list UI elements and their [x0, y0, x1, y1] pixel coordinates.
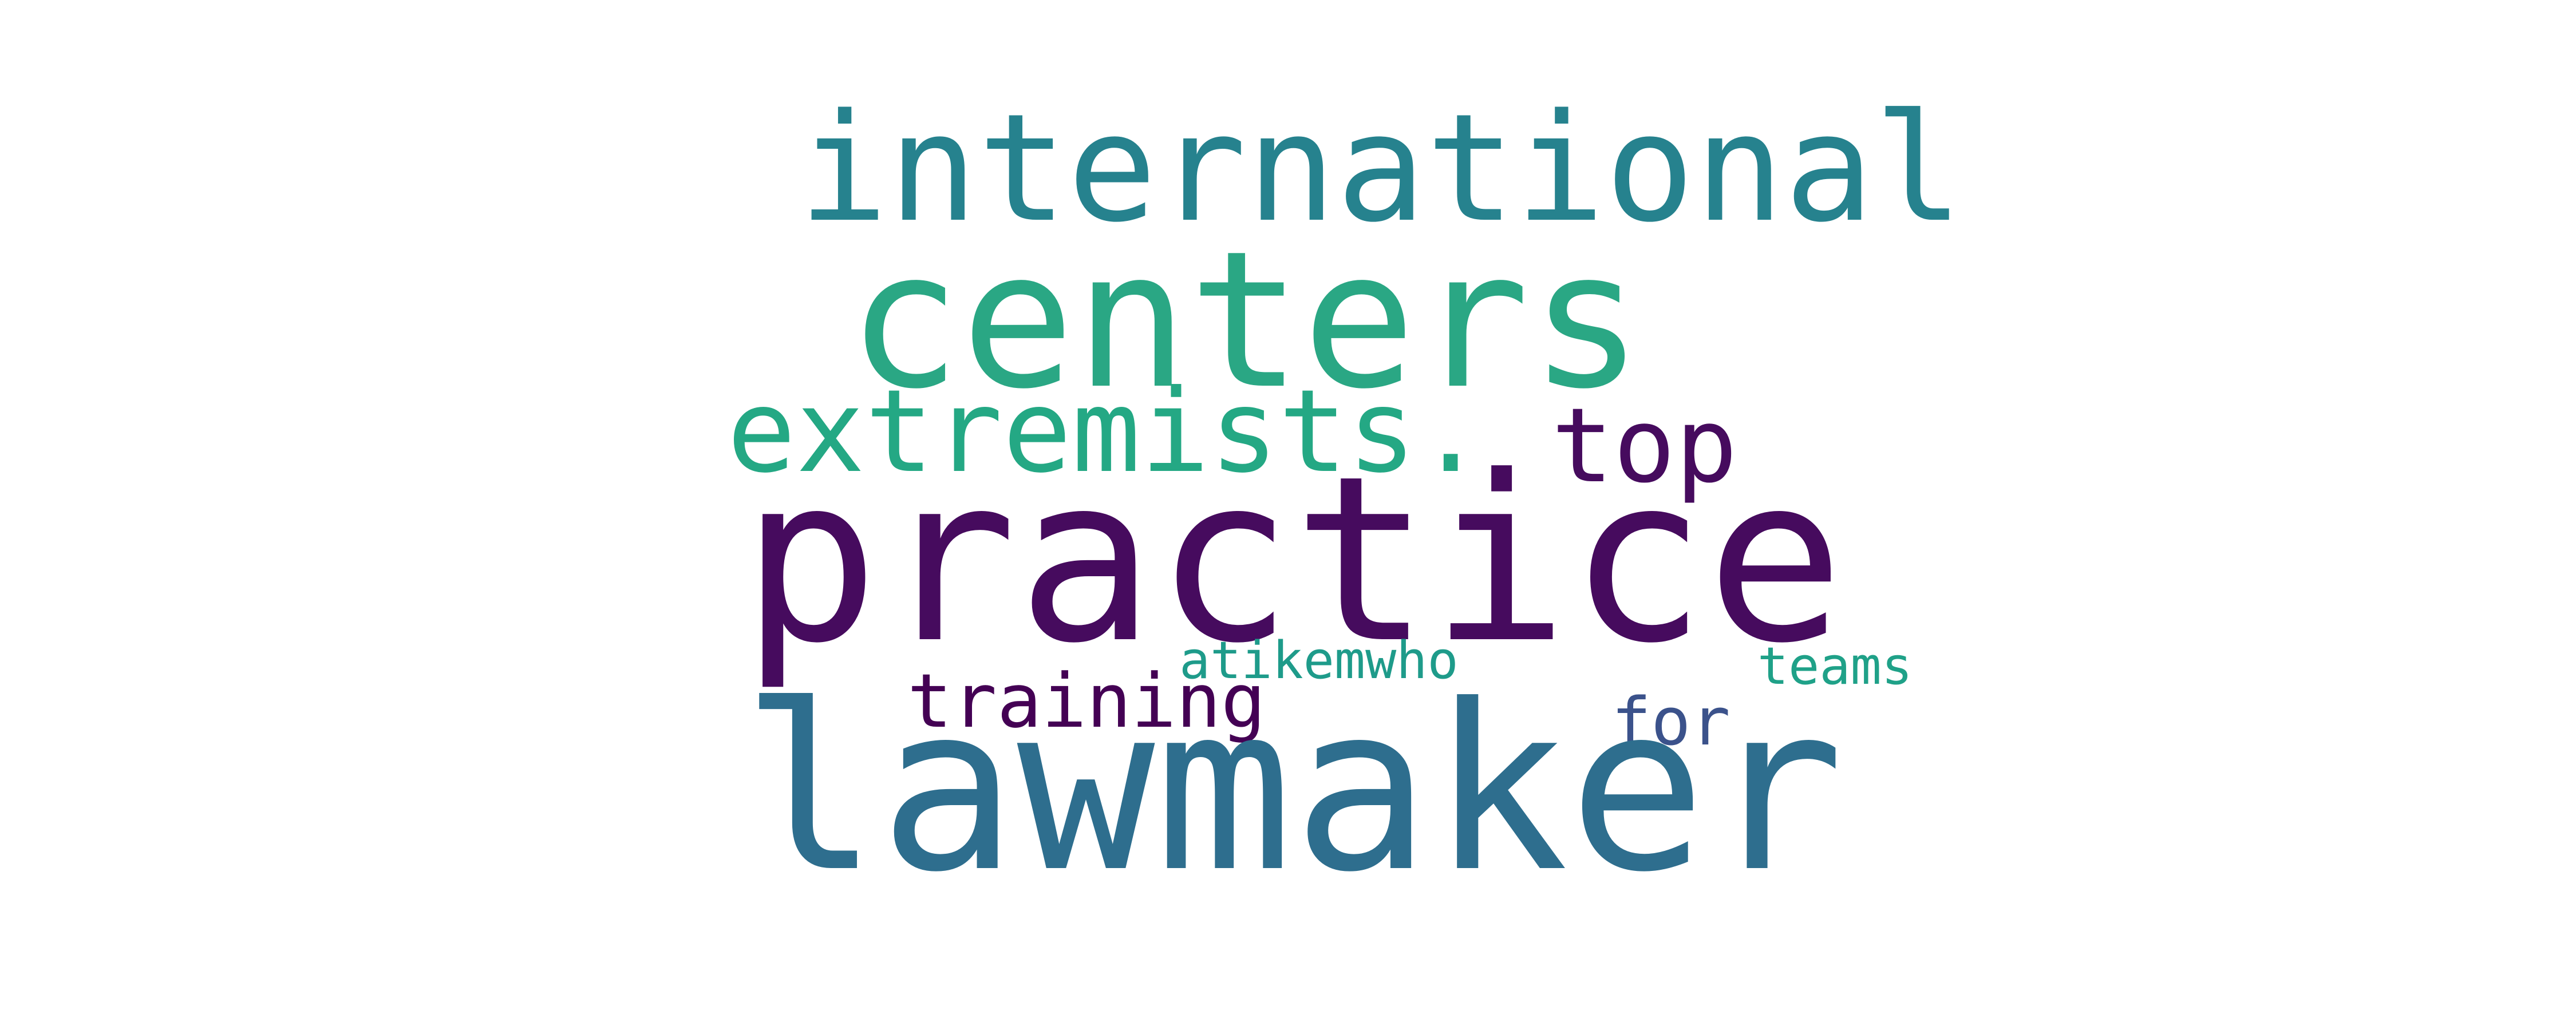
- word-atikemwho: atikemwho: [1179, 631, 1459, 691]
- word-practice: practice: [741, 427, 1844, 694]
- word-lawmaker: lawmaker: [741, 656, 1844, 922]
- word-for: for: [1611, 684, 1730, 760]
- word-international: international: [799, 82, 1963, 255]
- word-centers: centers: [847, 211, 1643, 430]
- word-teams: teams: [1757, 636, 1913, 696]
- word-training: training: [907, 657, 1266, 744]
- word-top: top: [1551, 386, 1738, 506]
- word-extremists: extremists.: [727, 365, 1485, 498]
